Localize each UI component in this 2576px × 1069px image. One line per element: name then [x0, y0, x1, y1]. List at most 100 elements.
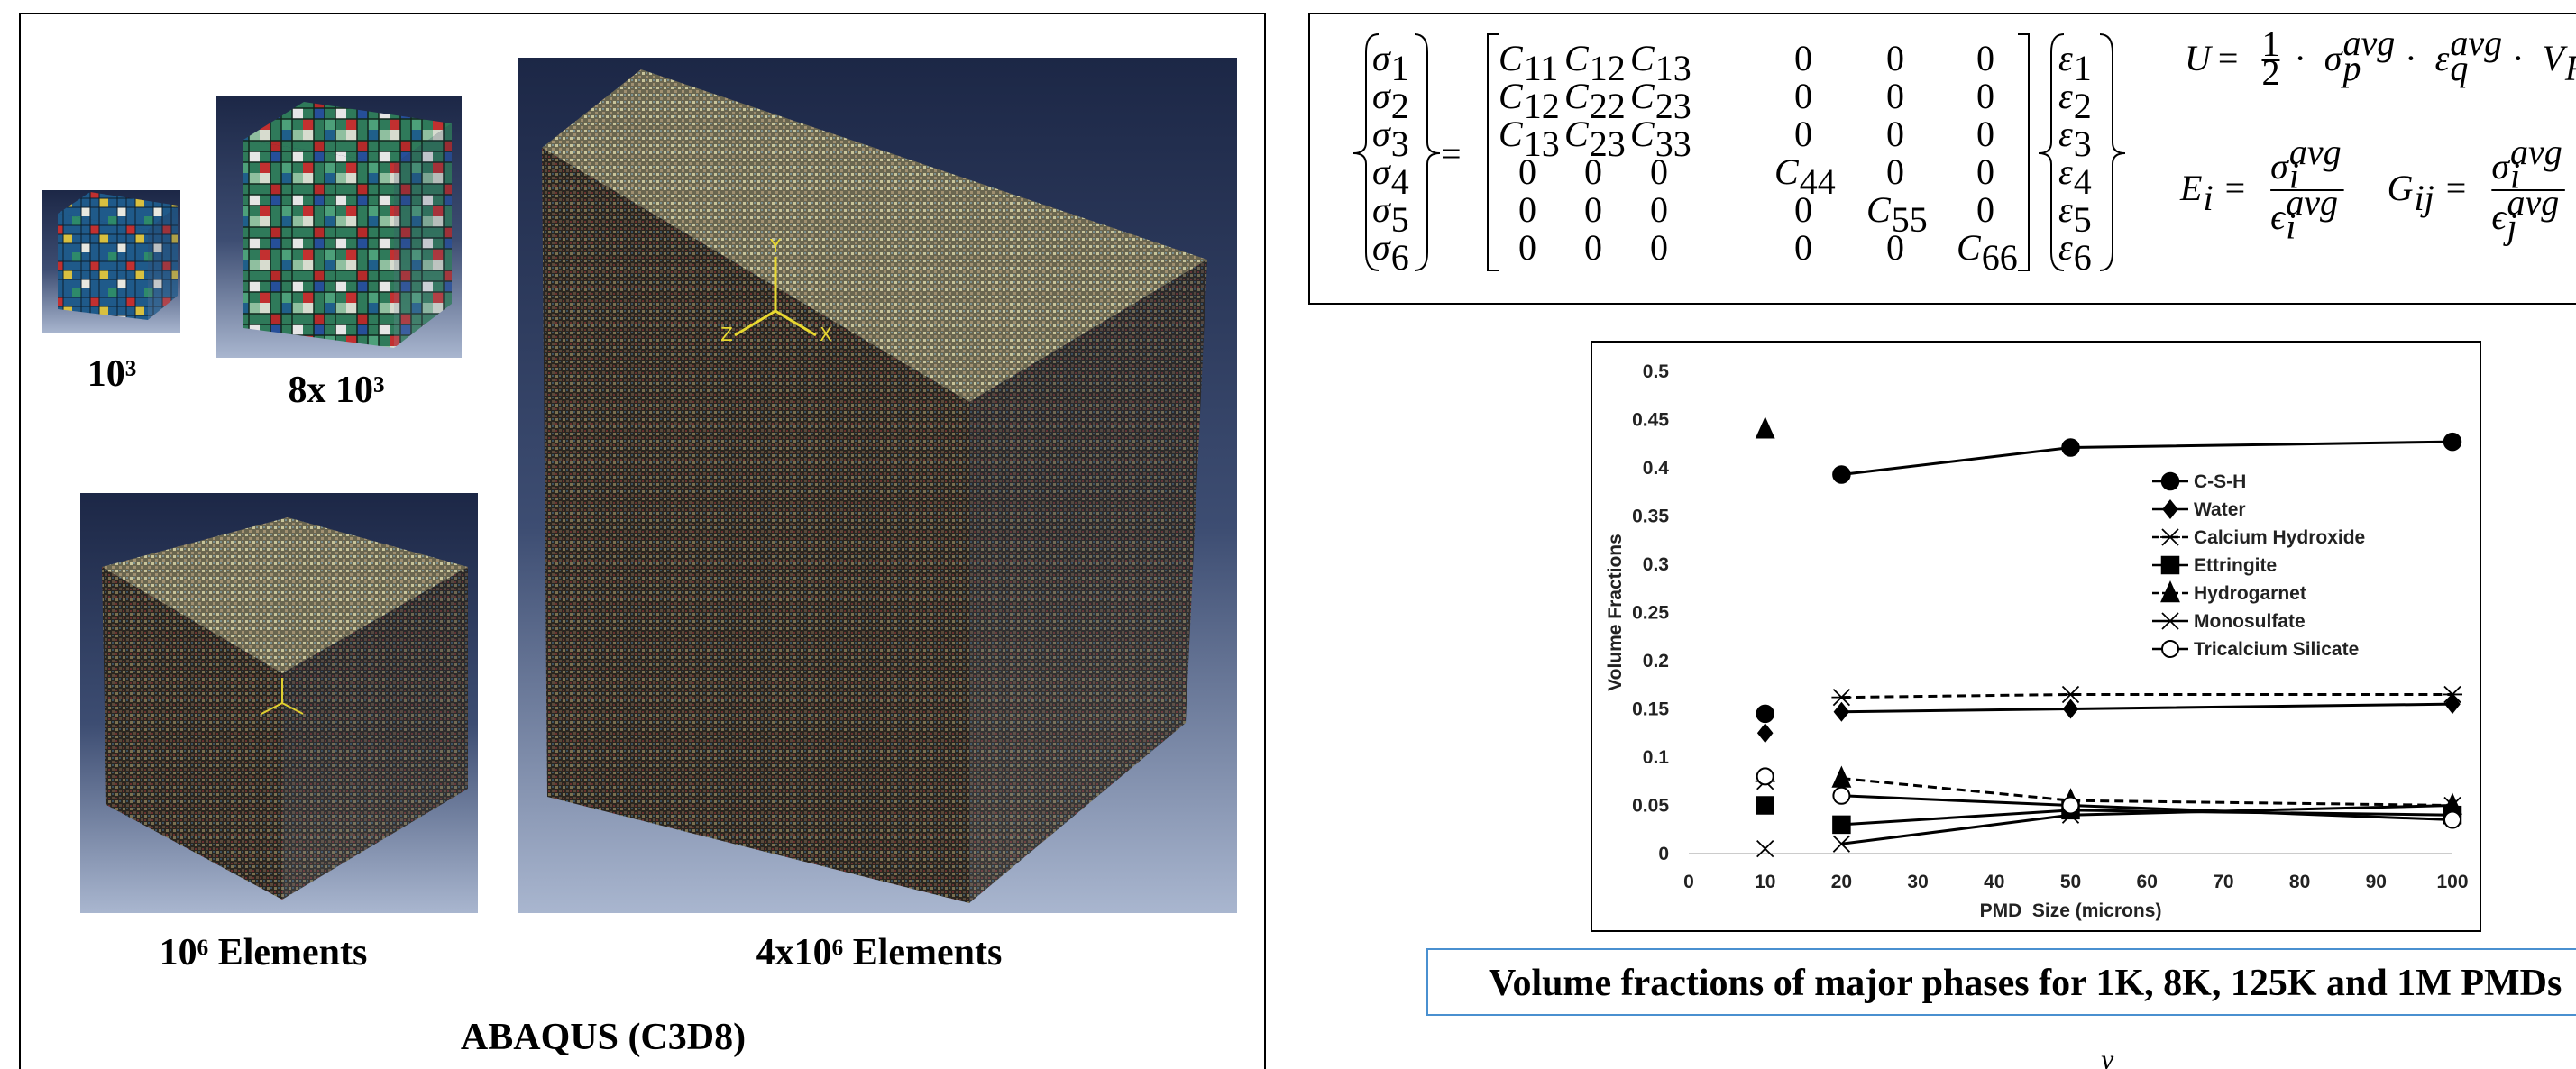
- marker: [1757, 798, 1774, 814]
- math-symbol: σ: [1372, 38, 1391, 78]
- math-symbol: ·: [2512, 38, 2524, 78]
- math-symbol: C: [1630, 38, 1655, 78]
- math-superscript: avg: [2289, 132, 2342, 172]
- equations: σ1σ2σ3σ4σ5σ6=C11C12C13000C12C22C23000C13…: [1353, 23, 2576, 278]
- x-tick-label: 60: [2137, 872, 2158, 892]
- legend-label: Tricalcium Silicate: [2194, 639, 2359, 660]
- y-tick-label: 0.1: [1643, 747, 1670, 768]
- math-symbol: U: [2185, 38, 2214, 78]
- math-symbol: C: [1774, 151, 1800, 192]
- triad-label: Z: [720, 324, 733, 345]
- math-symbol: 0: [1886, 38, 1904, 78]
- math-subscript: 13: [1655, 48, 1691, 88]
- math-symbol: 0: [1886, 227, 1904, 268]
- math-symbol: C: [1564, 76, 1590, 116]
- legend-marker: [2162, 473, 2178, 489]
- math-subscript: 3: [2074, 123, 2092, 164]
- math-symbol: 0: [1518, 151, 1536, 192]
- math-symbol: C: [1499, 76, 1524, 116]
- math-symbol: 0: [1976, 151, 1994, 192]
- math-symbol: 0: [1976, 189, 1994, 230]
- marker: [1833, 788, 1849, 804]
- math-subscript: 5: [1391, 199, 1409, 240]
- model-label: 4x10⁶ Elements: [756, 932, 1003, 973]
- math-symbol: σ: [1372, 76, 1391, 116]
- math-superscript: avg: [2343, 23, 2396, 63]
- math-symbol: C: [1564, 114, 1590, 154]
- marker: [2063, 440, 2079, 456]
- cube-face: [243, 140, 394, 348]
- math-symbol: σ: [2491, 146, 2510, 187]
- matrix-bracket: [1488, 34, 1499, 270]
- math-symbol: ε: [2058, 114, 2073, 154]
- math-symbol: =: [2446, 168, 2467, 208]
- math-symbol: 2: [2261, 52, 2279, 93]
- x-axis-title: PMD Size (microns): [1980, 900, 2162, 921]
- math-symbol: =: [1441, 133, 1462, 174]
- math-superscript: avg: [2286, 182, 2338, 223]
- math-subscript: 3: [1391, 123, 1409, 164]
- legend-marker: [2162, 641, 2178, 657]
- math-symbol: C: [1630, 76, 1655, 116]
- math-superscript: avg: [2510, 132, 2562, 172]
- math-symbol: C: [1564, 38, 1590, 78]
- y-tick-label: 0.4: [1643, 458, 1670, 479]
- model-label: 10⁶ Elements: [160, 932, 368, 973]
- math-symbol: =: [2218, 38, 2239, 78]
- legend-label: Hydrogarnet: [2194, 583, 2306, 604]
- math-symbol: 0: [1886, 151, 1904, 192]
- math-subscript: 6: [2074, 237, 2092, 278]
- math-subscript: 4: [2074, 161, 2092, 202]
- math-superscript: avg: [2450, 23, 2502, 63]
- math-subscript: 12: [1590, 48, 1626, 88]
- footer-text: y: [2098, 1043, 2114, 1069]
- x-tick-label: 10: [1755, 872, 1775, 892]
- math-symbol: σ: [1372, 227, 1391, 268]
- math-symbol: 0: [1518, 227, 1536, 268]
- math-symbol: C: [1630, 114, 1655, 154]
- math-subscript: RVE: [2564, 48, 2576, 88]
- marker: [1757, 706, 1774, 722]
- math-subscript: 2: [1391, 86, 1409, 126]
- legend-label: Ettringite: [2194, 555, 2277, 576]
- math-symbol: 0: [1976, 38, 1994, 78]
- math-symbol: σ: [2270, 146, 2289, 187]
- math-symbol: ε: [2058, 227, 2073, 268]
- slide: Y Z X 10³ 8x 10³ 10⁶ Elements 4x10⁶ Elem…: [0, 0, 2576, 1069]
- math-symbol: 0: [1976, 114, 1994, 154]
- math-symbol: ε: [2058, 189, 2073, 230]
- triad-label: Y: [769, 235, 782, 257]
- math-symbol: ε: [2058, 151, 2073, 192]
- x-tick-label: 70: [2213, 872, 2233, 892]
- y-tick-label: 0.15: [1632, 699, 1669, 720]
- math-superscript: avg: [2507, 182, 2559, 223]
- math-symbol: 0: [1518, 189, 1536, 230]
- y-axis-title: Volume Fractions: [1605, 534, 1626, 691]
- math-symbol: 0: [1650, 227, 1668, 268]
- y-tick-label: 0.45: [1632, 410, 1669, 431]
- vector-bracket: [2100, 34, 2125, 270]
- math-symbol: 0: [1584, 227, 1602, 268]
- marker: [2444, 812, 2461, 828]
- math-symbol: G: [2388, 168, 2414, 208]
- math-symbol: 0: [1794, 38, 1812, 78]
- y-tick-label: 0.5: [1643, 361, 1670, 382]
- caption: Volume fractions of major phases for 1K,…: [1489, 963, 2562, 1004]
- math-symbol: ϵ: [2491, 196, 2507, 237]
- math-symbol: σ: [1372, 151, 1391, 192]
- math-symbol: ε: [2435, 38, 2450, 78]
- math-symbol: 0: [1794, 76, 1812, 116]
- math-symbol: ε: [2058, 38, 2073, 78]
- math-symbol: E: [2179, 168, 2202, 208]
- y-tick-label: 0.05: [1632, 796, 1669, 817]
- math-symbol: C: [1957, 227, 1982, 268]
- math-symbol: C: [1499, 38, 1524, 78]
- x-tick-label: 30: [1907, 872, 1928, 892]
- math-subscript: 5: [2074, 199, 2092, 240]
- marker: [1757, 768, 1774, 784]
- math-subscript: 22: [1590, 86, 1626, 126]
- matrix-bracket: [2018, 34, 2029, 270]
- legend-label: Monosulfate: [2194, 611, 2306, 632]
- marker: [1833, 817, 1849, 833]
- x-tick-label: 0: [1683, 872, 1694, 892]
